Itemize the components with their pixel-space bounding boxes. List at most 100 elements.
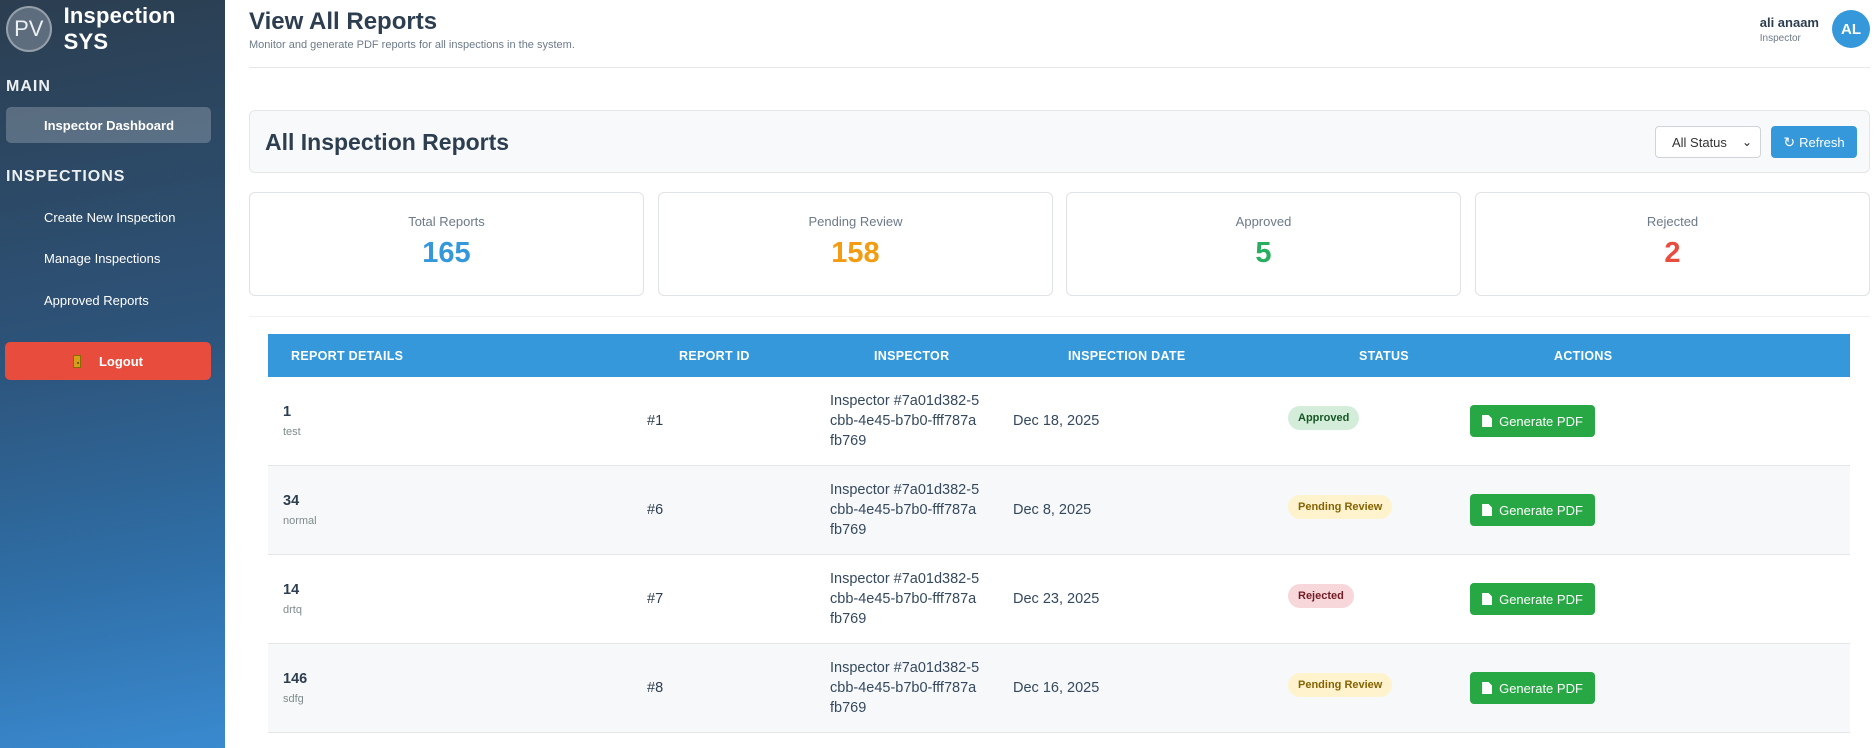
status-badge-wrap: Pending Review — [1288, 673, 1393, 697]
header-divider — [249, 67, 1870, 68]
stat-label: Pending Review — [808, 214, 903, 229]
sidebar-item-manage-inspections[interactable]: Manage Inspections — [6, 240, 211, 276]
status-badge: Pending Review — [1288, 673, 1393, 697]
stat-value: 158 — [831, 237, 880, 269]
status-badge: Pending Review — [1288, 495, 1393, 519]
status-badge-wrap: Approved — [1288, 406, 1360, 430]
generate-pdf-label: Generate PDF — [1499, 413, 1583, 429]
generate-pdf-label: Generate PDF — [1499, 591, 1583, 607]
status-badge: Rejected — [1288, 584, 1354, 608]
inspector-name: Inspector #7a01d382-5cbb-4e45-b7b0-fff78… — [830, 571, 980, 627]
stat-card-approved: Approved 5 — [1066, 192, 1461, 296]
report-details-cell: 146 sdfg — [283, 671, 307, 705]
inspection-date: Dec 18, 2025 — [1013, 413, 1100, 429]
report-title: 14 — [283, 582, 300, 598]
file-pdf-icon — [1482, 504, 1493, 516]
column-header-actions: ACTIONS — [1554, 348, 1613, 363]
report-title: 34 — [283, 493, 300, 509]
door-icon — [72, 354, 81, 368]
chevron-down-icon: ⌄ — [1741, 135, 1752, 149]
report-id: #8 — [647, 680, 664, 696]
stat-value: 5 — [1255, 237, 1272, 269]
report-subtitle: normal — [283, 515, 317, 527]
status-badge-wrap: Pending Review — [1288, 495, 1393, 519]
table-row: 34 normal #6 Inspector #7a01d382-5cbb-4e45-… — [268, 466, 1850, 555]
file-pdf-icon — [1482, 682, 1493, 694]
report-id: #7 — [647, 591, 664, 607]
sidebar: PV Inspection SYS MAIN Inspector Dashboa… — [0, 0, 225, 748]
stat-card-pending: Pending Review 158 — [658, 192, 1053, 296]
reports-toolbar: All Inspection Reports All Status ⌄ ↻ Re… — [249, 110, 1870, 173]
stat-label: Total Reports — [408, 214, 485, 229]
table-row: 14 drtq #7 Inspector #7a01d382-5cbb-4e45-b7… — [268, 555, 1850, 644]
report-id: #1 — [647, 413, 664, 429]
status-badge-wrap: Rejected — [1288, 584, 1354, 608]
table-row: 146 sdfg #8 Inspector #7a01d382-5cbb-4e45-b… — [268, 644, 1850, 733]
sidebar-item-label: Inspector Dashboard — [44, 117, 175, 133]
table-row: 1 test #1 Inspector #7a01d382-5cbb-4e45-b7b… — [268, 377, 1850, 466]
generate-pdf-button[interactable]: Generate PDF — [1470, 672, 1595, 704]
sidebar-item-label: Approved Reports — [44, 292, 149, 308]
logout-button[interactable]: Logout — [5, 342, 211, 380]
generate-pdf-button[interactable]: Generate PDF — [1470, 583, 1595, 615]
generate-pdf-button[interactable]: Generate PDF — [1470, 405, 1595, 437]
avatar[interactable]: AL — [1832, 10, 1870, 48]
actions-cell: Generate PDF — [1470, 672, 1595, 704]
column-header-status: STATUS — [1359, 348, 1409, 363]
stat-label: Rejected — [1646, 214, 1699, 229]
actions-cell: Generate PDF — [1470, 494, 1595, 526]
generate-pdf-label: Generate PDF — [1499, 680, 1583, 696]
sidebar-item-inspector-dashboard[interactable]: Inspector Dashboard — [6, 107, 211, 143]
sidebar-item-label: Create New Inspection — [44, 209, 176, 225]
sidebar-item-approved-reports[interactable]: Approved Reports — [6, 282, 211, 318]
generate-pdf-label: Generate PDF — [1499, 502, 1583, 518]
stat-card-total: Total Reports 165 — [249, 192, 644, 296]
file-pdf-icon — [1482, 593, 1493, 605]
report-subtitle: drtq — [283, 604, 302, 616]
logout-label: Logout — [98, 353, 144, 369]
user-role: Inspector — [1759, 33, 1801, 44]
stat-value: 165 — [422, 237, 471, 269]
report-subtitle: test — [283, 426, 301, 438]
sidebar-item-label: Manage Inspections — [44, 250, 161, 266]
section-label-inspections: INSPECTIONS — [6, 168, 126, 185]
user-info: ali anaam Inspector — [1760, 15, 1819, 44]
actions-cell: Generate PDF — [1470, 583, 1595, 615]
report-details-cell: 14 drtq — [283, 582, 302, 616]
report-id: #6 — [647, 502, 664, 518]
page-title: View All Reports — [249, 8, 438, 35]
section-label-main: MAIN — [6, 78, 51, 95]
inspector-name: Inspector #7a01d382-5cbb-4e45-b7b0-fff78… — [830, 482, 980, 538]
column-header-inspector: INSPECTOR — [874, 348, 950, 363]
inspection-date: Dec 16, 2025 — [1013, 680, 1100, 696]
brand: PV Inspection SYS — [0, 0, 225, 58]
brand-avatar: PV — [6, 6, 52, 52]
actions-cell: Generate PDF — [1470, 405, 1595, 437]
refresh-button[interactable]: ↻ Refresh — [1771, 126, 1857, 158]
reports-title: All Inspection Reports — [265, 129, 510, 155]
status-filter-select[interactable]: All Status ⌄ — [1655, 126, 1761, 158]
page-subtitle: Monitor and generate PDF reports for all… — [249, 39, 575, 51]
file-pdf-icon — [1482, 415, 1493, 427]
inspector-name: Inspector #7a01d382-5cbb-4e45-b7b0-fff78… — [830, 393, 980, 449]
refresh-icon: ↻ — [1783, 133, 1796, 150]
stat-card-rejected: Rejected 2 — [1475, 192, 1870, 296]
status-filter-value: All Status — [1672, 134, 1727, 150]
inspection-date: Dec 8, 2025 — [1013, 502, 1092, 518]
stat-label: Approved — [1235, 214, 1292, 229]
sidebar-item-create-new-inspection[interactable]: Create New Inspection — [6, 199, 211, 235]
report-subtitle: sdfg — [283, 693, 304, 705]
column-header-report-details: REPORT DETAILS — [291, 348, 404, 363]
report-title: 1 — [283, 404, 292, 420]
inspector-name: Inspector #7a01d382-5cbb-4e45-b7b0-fff78… — [830, 660, 980, 716]
column-header-inspection-date: INSPECTION DATE — [1068, 348, 1186, 363]
report-details-cell: 1 test — [283, 404, 301, 438]
table-header: REPORT DETAILS REPORT ID INSPECTOR INSPE… — [268, 334, 1850, 377]
user-name: ali anaam — [1759, 15, 1819, 30]
status-badge: Approved — [1288, 406, 1360, 430]
report-title: 146 — [283, 671, 308, 687]
column-header-report-id: REPORT ID — [679, 348, 750, 363]
report-details-cell: 34 normal — [283, 493, 317, 527]
generate-pdf-button[interactable]: Generate PDF — [1470, 494, 1595, 526]
brand-title: Inspection SYS — [63, 3, 176, 54]
